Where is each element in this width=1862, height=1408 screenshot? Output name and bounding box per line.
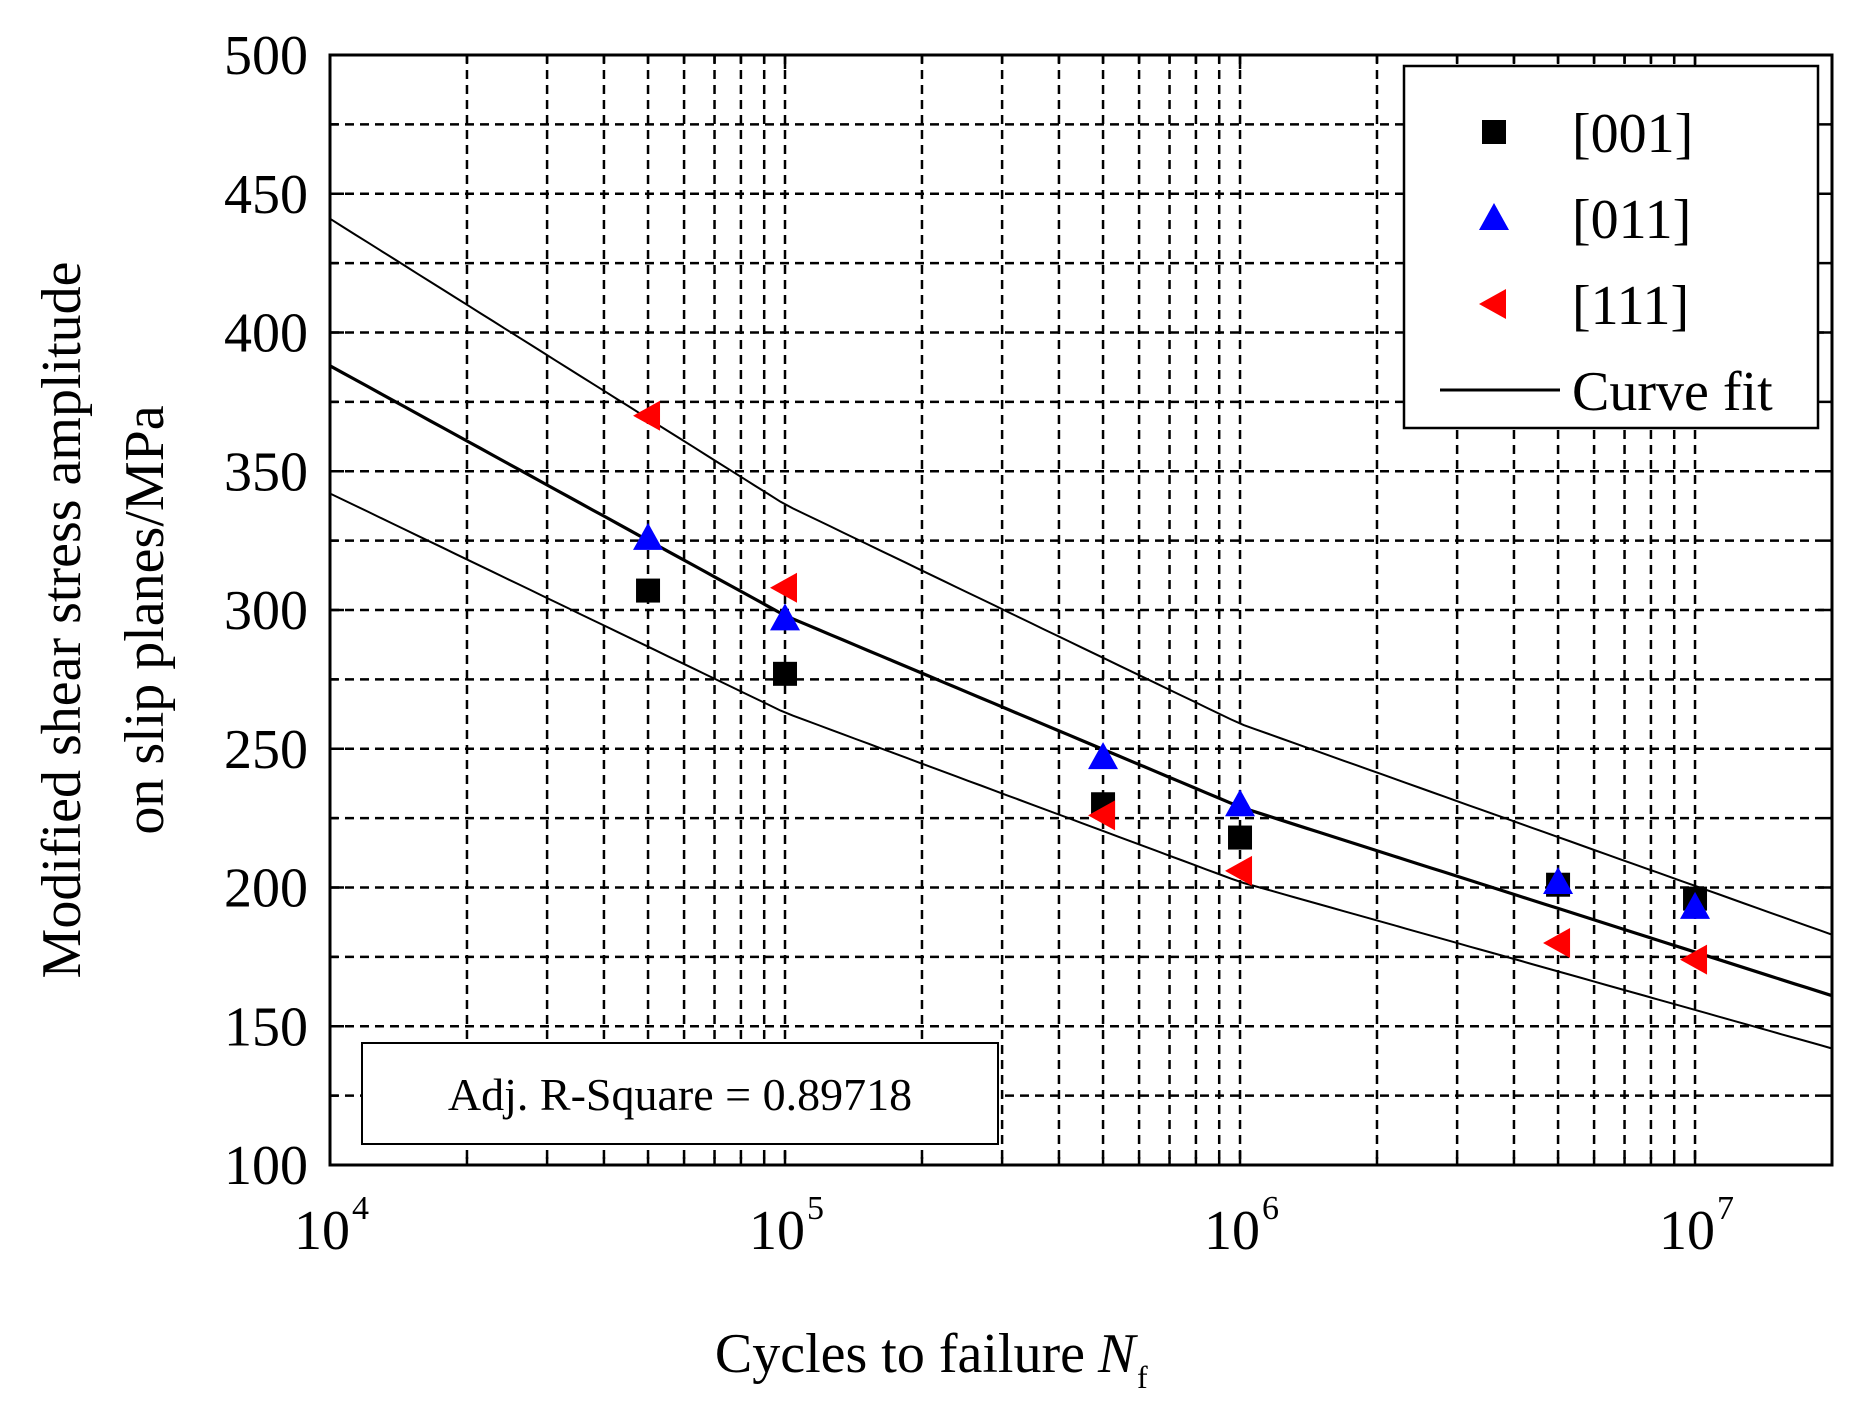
x-tick-label: 10 [1204, 1200, 1260, 1262]
x-axis-label-symbol: N [1097, 1323, 1138, 1385]
point-triangle-left [1680, 944, 1708, 975]
r-square-annotation: Adj. R-Square = 0.89718 [361, 1042, 999, 1145]
legend-box [1402, 64, 1820, 430]
x-tick-label-exponent: 7 [1717, 1190, 1734, 1227]
axis-ticks [328, 53, 1832, 1167]
x-tick-label-exponent: 4 [352, 1190, 369, 1227]
point-triangle-left [633, 400, 661, 431]
legend-marker-square [1482, 120, 1506, 144]
point-triangle-left [1088, 800, 1116, 831]
point-square [636, 578, 661, 603]
y-tick-label: 250 [224, 719, 308, 781]
y-axis-label-line2: on slip planes/MPa [114, 405, 176, 834]
point-triangle-left [1225, 855, 1253, 886]
point-triangle-up [770, 603, 801, 631]
y-tick-label: 500 [224, 25, 308, 87]
curve-fit-lower-bound [329, 492, 1833, 1050]
point-triangle-up [1225, 789, 1256, 817]
legend-marker-triangle-left [1479, 289, 1506, 319]
point-triangle-up [1543, 866, 1574, 894]
point-triangle-up [1680, 891, 1711, 919]
y-tick-label: 150 [224, 996, 308, 1058]
legend-label: [111] [1572, 275, 1689, 337]
x-tick-label: 10 [749, 1200, 805, 1262]
x-axis-label-subscript: f [1137, 1359, 1148, 1395]
curve-fit-lines [329, 217, 1833, 1050]
y-tick-label: 350 [224, 441, 308, 503]
legend: [001] [011] [111] Curve fit [1402, 64, 1820, 430]
curve-fit-upper-bound [329, 217, 1833, 936]
point-triangle-left [770, 572, 798, 603]
x-tick-label: 10 [294, 1200, 350, 1262]
x-tick-label-exponent: 6 [1262, 1190, 1279, 1227]
x-tick-label-exponent: 5 [807, 1190, 824, 1227]
legend-label: Curve fit [1572, 361, 1773, 423]
legend-label: [001] [1572, 103, 1693, 165]
y-tick-label: 450 [224, 164, 308, 226]
x-tick-label: 10 [1659, 1200, 1715, 1262]
data-markers [633, 400, 1711, 975]
y-tick-label: 400 [224, 303, 308, 365]
annotation-text: Adj. R-Square = 0.89718 [448, 1069, 912, 1120]
legend-marker-triangle-up [1479, 203, 1509, 230]
y-axis-label-line1: Modified shear stress amplitude [31, 262, 93, 979]
annotation-box [361, 1042, 999, 1145]
point-square [773, 661, 798, 686]
y-tick-label: 100 [224, 1135, 308, 1197]
y-tick-label: 300 [224, 580, 308, 642]
y-tick-label: 200 [224, 858, 308, 920]
x-axis-label: Cycles to failure [715, 1323, 1085, 1385]
point-triangle-up [633, 522, 664, 550]
point-triangle-left [1543, 928, 1571, 958]
curve-fit-fit [329, 364, 1833, 998]
point-square [1228, 825, 1253, 850]
point-triangle-up [1088, 742, 1119, 770]
legend-label: [011] [1572, 189, 1691, 251]
